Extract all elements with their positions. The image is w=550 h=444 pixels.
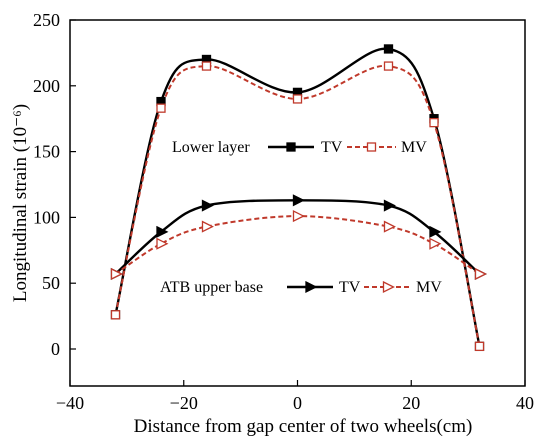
x-tick-label: −20 — [170, 393, 198, 413]
data-point-atb-upper-base-mv — [383, 220, 396, 233]
data-point-lower-layer-tv — [383, 44, 394, 54]
x-tick-label: 40 — [516, 393, 534, 413]
data-point-lower-layer-mv — [292, 94, 303, 104]
series-line-atb-upper-base-tv — [114, 199, 481, 275]
data-point-lower-layer-mv — [156, 103, 166, 113]
data-point-lower-layer-mv — [201, 61, 212, 71]
data-point-atb-upper-base-mv — [110, 267, 123, 281]
series-markers — [110, 44, 487, 352]
legend-marker-lower-layer-tv — [286, 142, 296, 152]
y-axis-label: Longitudinal strain (10⁻⁶) — [10, 104, 31, 302]
data-point-atb-upper-base-mv — [292, 210, 305, 223]
data-point-atb-upper-base-tv — [201, 199, 214, 212]
data-point-lower-layer-mv — [474, 341, 485, 352]
data-point-lower-layer-mv — [429, 117, 439, 128]
x-axis-label: Distance from gap center of two wheels(c… — [134, 416, 473, 437]
data-point-atb-upper-base-tv — [429, 225, 442, 238]
y-tick-label: 150 — [33, 142, 60, 162]
y-tick-label: 50 — [42, 273, 60, 293]
data-point-lower-layer-mv — [383, 61, 394, 71]
legend-group-label-lower-layer: Lower layer — [172, 139, 250, 156]
legend-label-lower-layer-mv: MV — [401, 139, 427, 156]
x-tick-label: 0 — [293, 393, 302, 413]
data-point-atb-upper-base-mv — [474, 267, 487, 281]
legend-label-atb-upper-base-mv: MV — [416, 279, 442, 296]
series-line-lower-layer-mv — [114, 64, 481, 347]
axis-ticks: −40 −20 0 20 40 0 50 100 150 200 250 — [33, 10, 534, 413]
y-tick-label: 200 — [33, 76, 60, 96]
data-point-atb-upper-base-mv — [201, 220, 214, 233]
y-tick-label: 250 — [33, 10, 60, 30]
x-tick-label: −40 — [56, 393, 84, 413]
data-point-atb-upper-base-tv — [383, 199, 396, 212]
x-tick-label: 20 — [402, 393, 420, 413]
y-tick-label: 100 — [33, 207, 60, 227]
legend-label-lower-layer-tv: TV — [321, 139, 343, 156]
legend-group-label-atb-upper-base: ATB upper base — [160, 279, 263, 296]
data-point-lower-layer-mv — [110, 310, 121, 320]
legend-marker-lower-layer-mv — [366, 142, 377, 152]
legend-label-atb-upper-base-tv: TV — [339, 279, 361, 296]
y-tick-label: 0 — [51, 339, 60, 359]
data-point-atb-upper-base-mv — [156, 237, 169, 250]
data-point-atb-upper-base-tv — [156, 225, 169, 238]
data-point-atb-upper-base-tv — [292, 194, 305, 207]
data-point-atb-upper-base-mv — [429, 237, 442, 250]
legend-marker-atb-upper-base-tv — [305, 280, 318, 294]
legend: Lower layer TV MV ATB upper base TV MV — [160, 139, 442, 296]
legend-marker-atb-upper-base-mv — [382, 280, 395, 294]
